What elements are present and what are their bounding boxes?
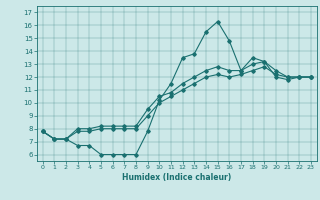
X-axis label: Humidex (Indice chaleur): Humidex (Indice chaleur) bbox=[122, 173, 231, 182]
